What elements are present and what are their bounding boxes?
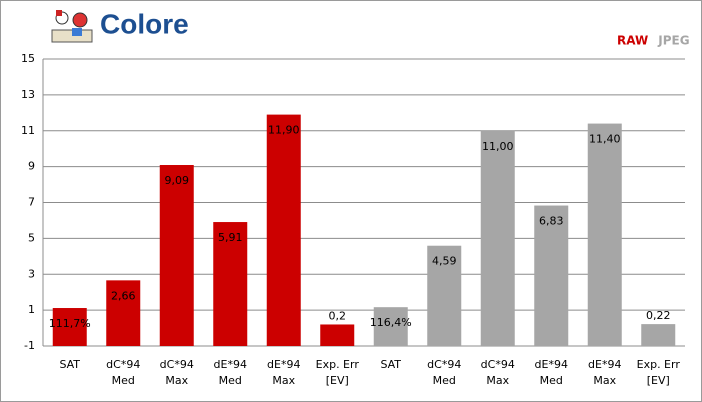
bar <box>480 130 515 346</box>
x-tick-label: Exp. Err [EV] <box>637 358 681 387</box>
y-tick-label: 3 <box>28 267 35 280</box>
y-tick-label: 5 <box>28 231 35 244</box>
logo-icon <box>51 10 93 43</box>
x-tick-label: SAT <box>380 358 401 371</box>
bar <box>641 324 676 346</box>
x-tick-label: dC*94 Med <box>106 358 140 387</box>
y-tick-label: 11 <box>21 124 35 137</box>
data-label: 111,7% <box>49 317 91 330</box>
y-tick-label: -1 <box>24 339 35 352</box>
x-tick-label: dC*94 Med <box>427 358 461 387</box>
y-tick-label: 7 <box>28 196 35 209</box>
x-tick-label: Exp. Err [EV] <box>316 358 360 387</box>
x-tick-label: dE*94 Med <box>535 358 568 387</box>
legend-entry: JPEG <box>657 34 689 48</box>
legend-entry: RAW <box>617 34 648 48</box>
bar <box>373 307 408 346</box>
x-tick-label: dC*94 Max <box>160 358 194 387</box>
y-tick-label: 9 <box>28 160 35 173</box>
data-label: 0,2 <box>329 309 347 322</box>
data-label: 9,09 <box>165 174 190 187</box>
chart-title: Colore <box>100 8 189 39</box>
data-label: 4,59 <box>432 255 457 268</box>
bar <box>52 308 87 346</box>
y-tick-label: 13 <box>21 88 35 101</box>
data-label: 5,91 <box>218 231 243 244</box>
bar <box>213 222 248 346</box>
data-label: 11,00 <box>482 140 514 153</box>
x-tick-label: dE*94 Max <box>588 358 621 387</box>
data-label: 11,90 <box>268 124 300 137</box>
bar <box>106 280 141 346</box>
bar <box>427 245 462 346</box>
bar <box>320 324 355 346</box>
x-tick-label: dC*94 Max <box>481 358 515 387</box>
data-label: 2,66 <box>111 289 136 302</box>
bar <box>534 205 569 346</box>
bar <box>159 165 194 346</box>
x-tick-label: dE*94 Med <box>214 358 247 387</box>
data-label: 6,83 <box>539 215 564 228</box>
bar <box>266 114 301 346</box>
y-tick-label: 15 <box>21 52 35 65</box>
x-tick-label: dE*94 Max <box>267 358 300 387</box>
x-tick-label: SAT <box>59 358 80 371</box>
data-label: 0,22 <box>646 309 671 322</box>
bar <box>587 123 622 346</box>
y-tick-label: 1 <box>28 303 35 316</box>
data-label: 116,4% <box>370 316 412 329</box>
data-label: 11,40 <box>589 133 621 146</box>
